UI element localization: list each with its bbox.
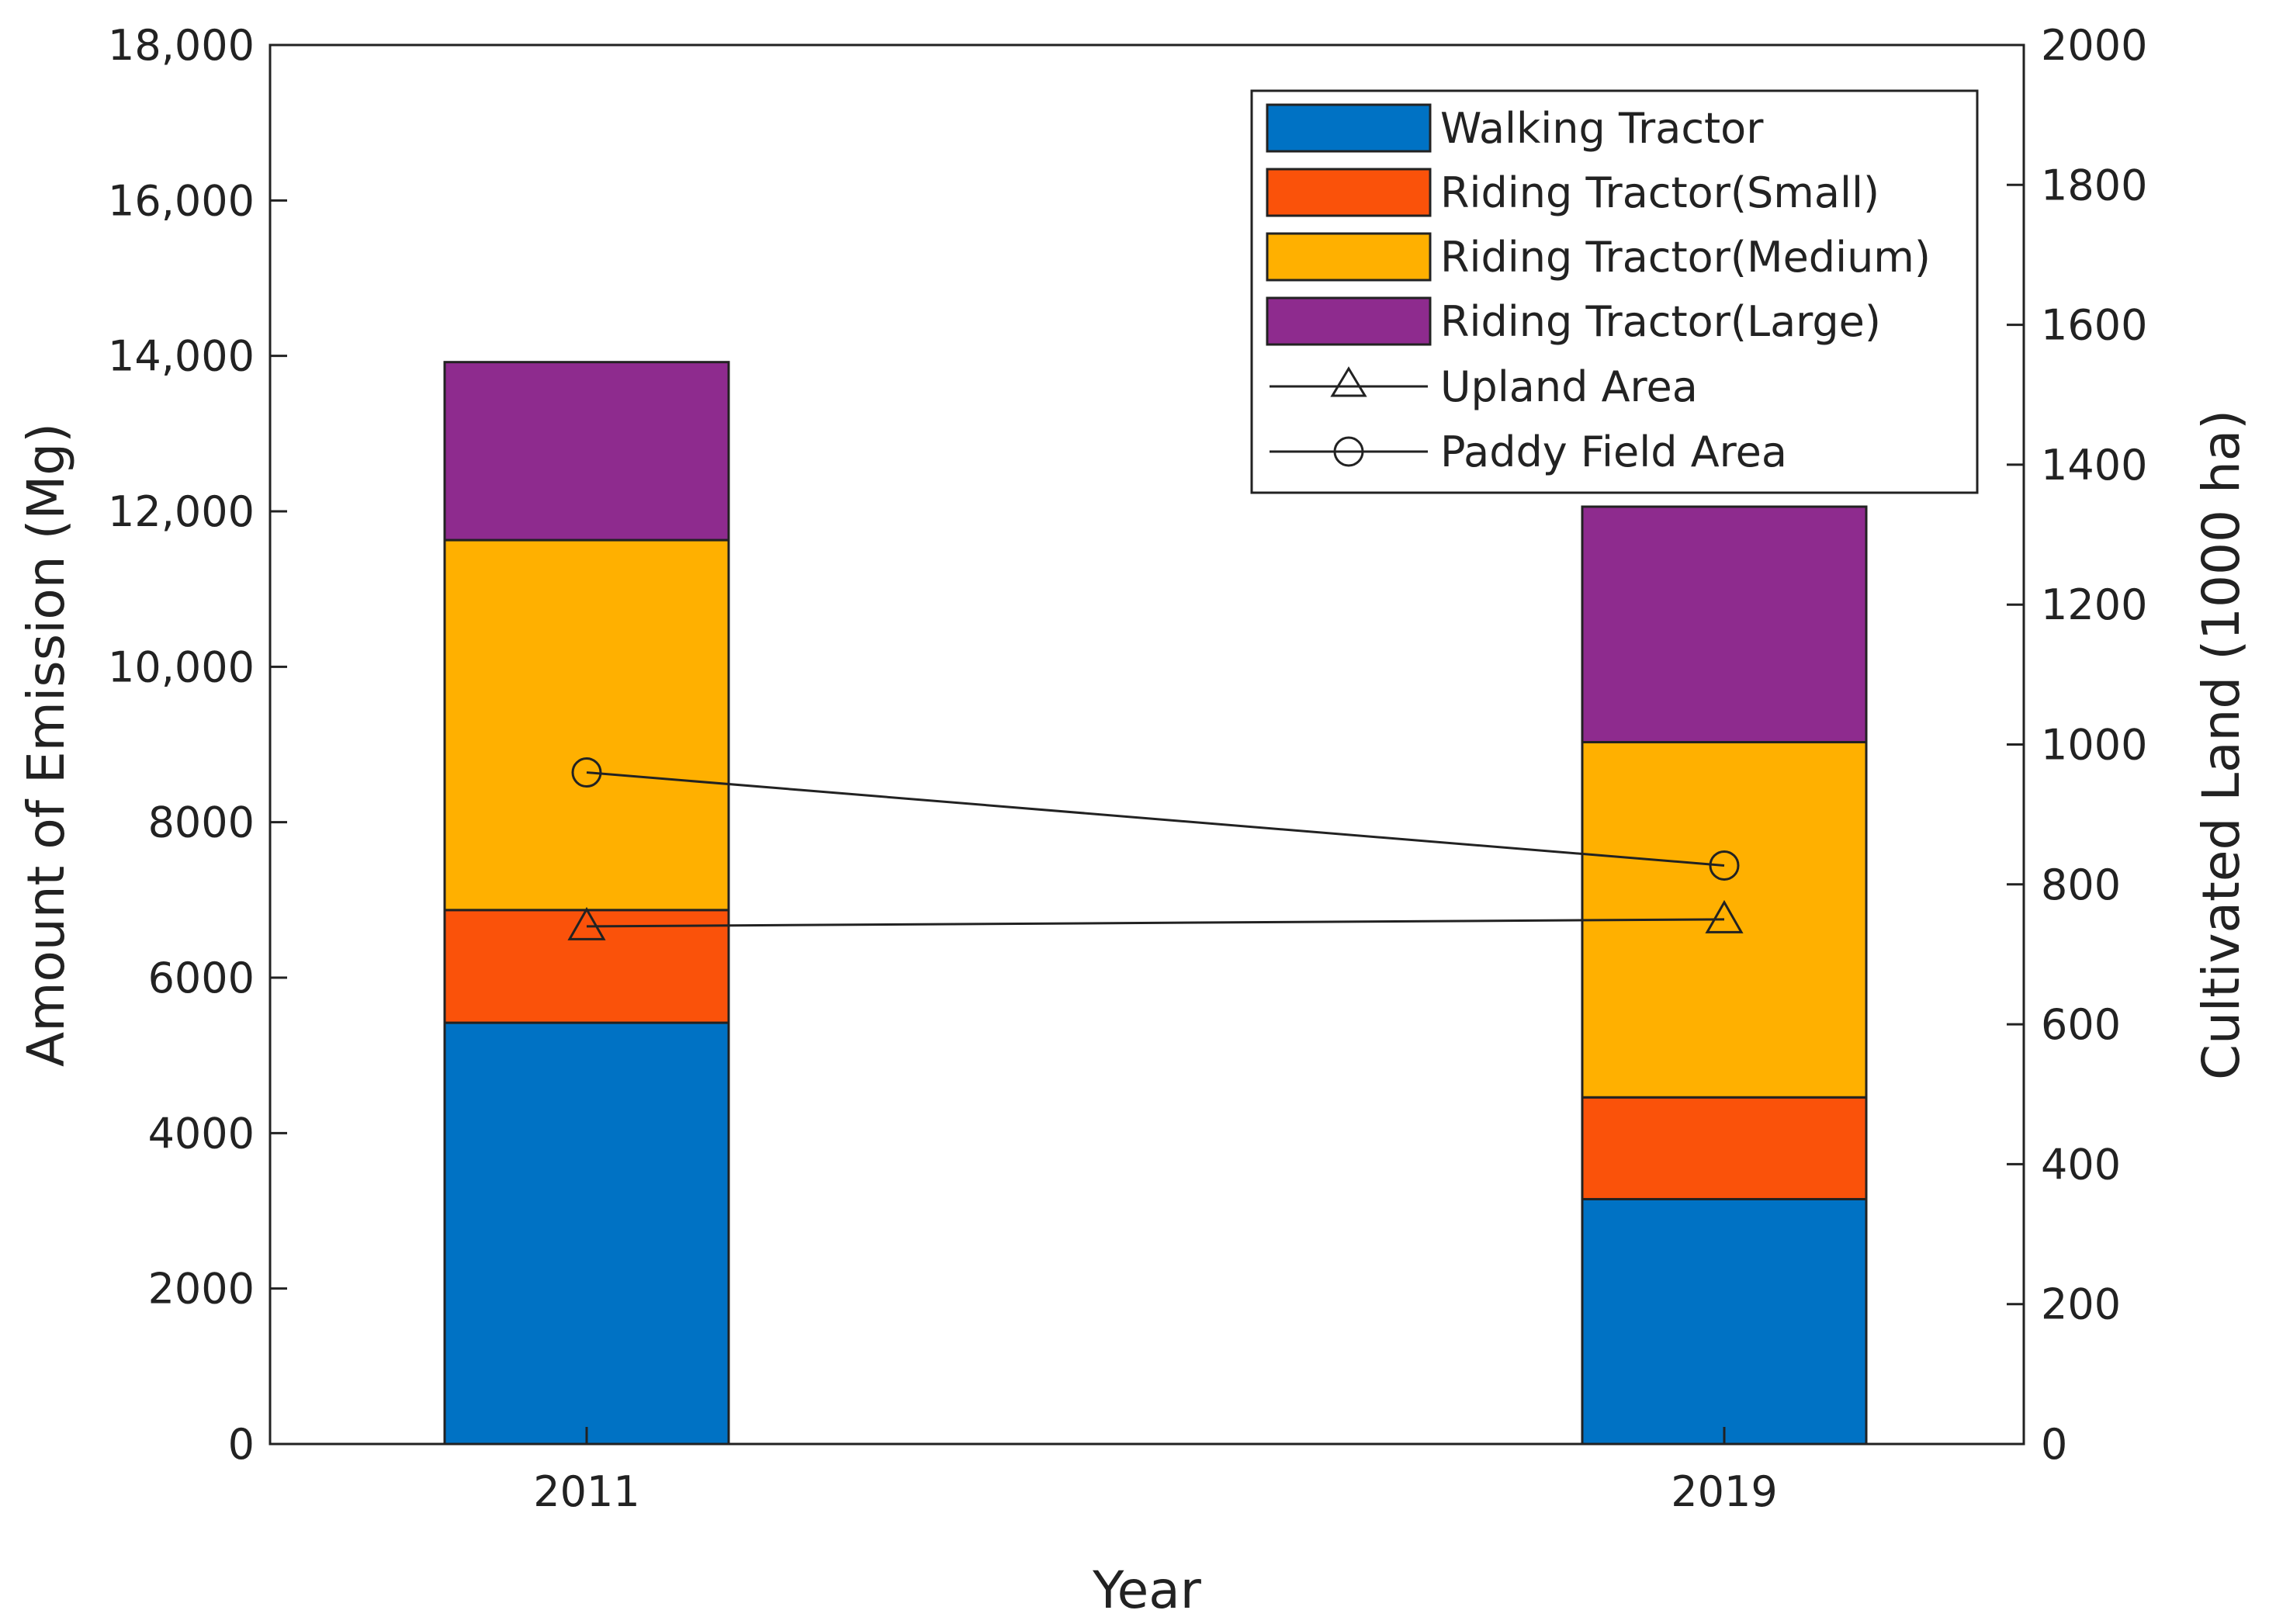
y2-tick-label: 1600: [2041, 301, 2147, 350]
legend-label-upland: Upland Area: [1440, 362, 1698, 411]
x-axis: 2011 2019: [533, 1427, 1778, 1516]
legend-label-riding-large: Riding Tractor(Large): [1440, 297, 1881, 346]
bar-segment-2011-0: [443, 1021, 730, 1446]
bar-segment-2019-3: [1581, 505, 1868, 743]
legend-triangle-marker-icon: [1330, 366, 1367, 397]
left-axis: 0 2000 4000 6000 8000 10,000 12,000 14,000 16,00…: [108, 21, 287, 1469]
legend-box: [1250, 89, 1979, 494]
y-tick-label: 10,000: [108, 642, 255, 691]
point-marker-1-0: [571, 757, 602, 788]
bar-segment-2011-2: [443, 538, 730, 912]
legend-circle-marker-icon: [1333, 436, 1364, 467]
y-tick-label: 2000: [148, 1265, 255, 1314]
y2-tick-label: 400: [2041, 1140, 2121, 1189]
y2-tick-label: 1200: [2041, 580, 2147, 629]
y-axis-title: Amount of Emission (Mg): [16, 423, 76, 1067]
point-marker-1-1: [1709, 850, 1740, 881]
legend-label-walking-tractor: Walking Tractor: [1440, 104, 1764, 153]
point-marker-0-1: [1705, 899, 1744, 933]
y-tick-label: 8000: [148, 798, 255, 847]
bar-segment-2011-3: [443, 361, 730, 542]
y2-tick-label: 0: [2041, 1420, 2067, 1469]
y-tick-label: 12,000: [108, 487, 255, 536]
legend-swatch-walking-tractor: [1266, 103, 1432, 153]
y-tick-label: 14,000: [108, 332, 255, 381]
bar-segment-2019-1: [1581, 1096, 1868, 1200]
y2-tick-label: 200: [2041, 1280, 2121, 1329]
legend-label-paddy: Paddy Field Area: [1440, 428, 1787, 476]
y-tick-label: 18,000: [108, 21, 255, 70]
y2-tick-label: 800: [2041, 860, 2121, 909]
series-line-1: [586, 771, 1725, 867]
legend-label-riding-small: Riding Tractor(Small): [1440, 168, 1879, 217]
y-tick-label: 16,000: [108, 176, 255, 225]
right-axis: 0 200 400 600 800 1000 1200 1400 1600 1800 2000: [2007, 21, 2147, 1469]
bar-segment-2011-1: [443, 909, 730, 1024]
legend-swatch-riding-medium: [1266, 232, 1432, 282]
lines-layer: [567, 757, 1744, 940]
y-tick-label: 0: [228, 1420, 255, 1469]
x-axis-title: Year: [1092, 1560, 1202, 1620]
x-tick-label: 2011: [533, 1467, 639, 1516]
series-line-0: [586, 918, 1725, 928]
y2-tick-label: 600: [2041, 1000, 2121, 1049]
legend-swatch-riding-small: [1266, 168, 1432, 217]
y2-axis-title: Cultivated Land (1000 ha): [2191, 410, 2251, 1080]
y2-tick-label: 1000: [2041, 721, 2147, 770]
y-tick-label: 4000: [148, 1109, 255, 1158]
point-marker-0-0: [567, 906, 606, 940]
x-tick-label: 2019: [1671, 1467, 1777, 1516]
legend: Walking Tractor Riding Tractor(Small) Ri…: [1250, 89, 1979, 494]
y2-tick-label: 1400: [2041, 441, 2147, 490]
y-tick-label: 6000: [148, 954, 255, 1002]
legend-label-riding-medium: Riding Tractor(Medium): [1440, 233, 1931, 282]
bar-segment-2019-0: [1581, 1197, 1868, 1446]
legend-swatch-riding-large: [1266, 296, 1432, 346]
y2-tick-label: 2000: [2041, 21, 2147, 70]
y2-tick-label: 1800: [2041, 161, 2147, 209]
